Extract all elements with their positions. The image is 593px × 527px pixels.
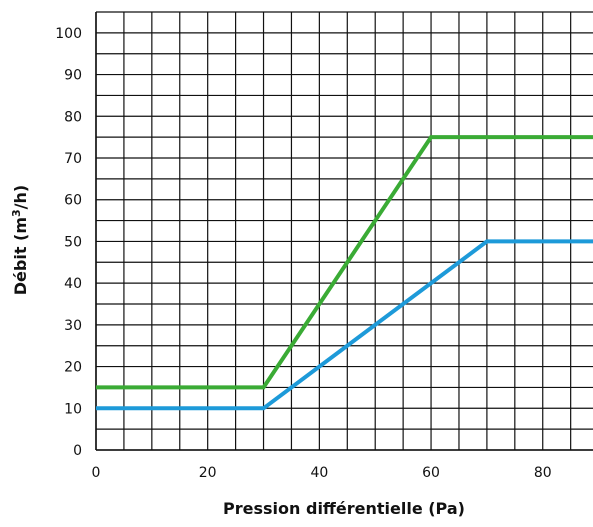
x-axis-title: Pression différentielle (Pa) (223, 499, 465, 518)
x-tick-label: 0 (92, 465, 101, 481)
tick-labels: 0 20 40 60 80 0 10 20 30 40 50 60 70 80 90 100 (55, 26, 551, 481)
y-tick-label: 10 (64, 401, 82, 417)
y-tick-label: 20 (64, 360, 82, 376)
y-axis-title-end: /h) (11, 185, 30, 210)
y-axis-title-superscript: 3 (10, 209, 23, 217)
x-tick-label: 20 (199, 465, 217, 481)
y-axis-title-main: Débit (m (11, 217, 30, 295)
y-tick-label: 100 (55, 26, 82, 42)
series-layer (96, 135, 593, 411)
y-tick-label: 80 (64, 109, 82, 125)
y-tick-label: 0 (73, 443, 82, 459)
y-tick-label: 40 (64, 276, 82, 292)
series-line-2 (96, 239, 593, 411)
grid (95, 11, 593, 451)
x-tick-label: 40 (310, 465, 328, 481)
y-tick-label: 90 (64, 68, 82, 84)
y-axis-title: Débit (m3/h) (10, 185, 30, 295)
y-tick-label: 50 (64, 234, 82, 250)
x-tick-label: 60 (422, 465, 440, 481)
series-line-1 (96, 135, 593, 390)
y-tick-label: 30 (64, 318, 82, 334)
y-tick-label: 60 (64, 193, 82, 209)
x-tick-label: 80 (534, 465, 552, 481)
y-tick-label: 70 (64, 151, 82, 167)
